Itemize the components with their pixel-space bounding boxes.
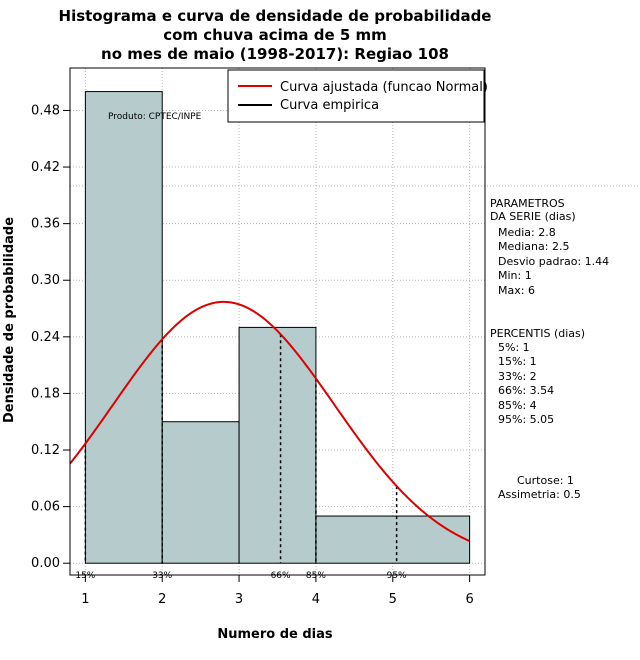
percentil-66: 66%: 3.54 bbox=[498, 384, 554, 397]
histogram-bars bbox=[84, 91, 471, 564]
histogram-bar-1 bbox=[84, 91, 163, 564]
parametro-min: Min: 1 bbox=[498, 269, 532, 282]
percentil-33: 33%: 2 bbox=[498, 370, 537, 383]
legend-label-fit: Curva ajustada (funcao Normal) bbox=[280, 80, 488, 95]
x-tick-label-3: 3 bbox=[235, 592, 243, 607]
histogram-bar-4 bbox=[315, 515, 471, 564]
y-tick-label-2: 0.12 bbox=[31, 443, 60, 458]
y-axis-label: Densidade de probabilidade bbox=[2, 217, 17, 423]
normal-fit-curve bbox=[69, 300, 471, 543]
x-tick-label-1: 1 bbox=[81, 592, 89, 607]
parametros-title-2: DA SERIE (dias) bbox=[490, 210, 576, 223]
y-tick-label-7: 0.42 bbox=[31, 160, 60, 175]
x-tick-label-5: 5 bbox=[389, 592, 397, 607]
chart-title-line-2: com chuva acima de 5 mm bbox=[163, 26, 387, 44]
percentis-panel: PERCENTIS (dias) 5%: 1 15%: 1 33%: 2 66%… bbox=[490, 327, 585, 426]
percentil-85: 85%: 4 bbox=[498, 399, 537, 412]
x-tick-label-2: 2 bbox=[158, 592, 166, 607]
plot-frame bbox=[69, 67, 486, 576]
legend: Curva ajustada (funcao Normal) Curva emp… bbox=[227, 69, 488, 123]
x-tick-label-6: 6 bbox=[465, 592, 473, 607]
parametros-panel: PARAMETROS DA SERIE (dias) Media: 2.8 Me… bbox=[490, 197, 609, 297]
percentil-5: 5%: 1 bbox=[498, 341, 530, 354]
parametro-mediana: Mediana: 2.5 bbox=[498, 240, 569, 253]
normal-curve-layer bbox=[69, 300, 471, 543]
parametro-max: Max: 6 bbox=[498, 284, 535, 297]
percentis-title: PERCENTIS (dias) bbox=[490, 327, 585, 340]
percentil-95: 95%: 5.05 bbox=[498, 413, 554, 426]
histogram-bar-3 bbox=[238, 326, 317, 564]
y-tick-label-6: 0.36 bbox=[31, 217, 60, 232]
y-tick-label-8: 0.48 bbox=[31, 103, 60, 118]
y-tick-label-5: 0.30 bbox=[31, 273, 60, 288]
percentile-label-95: 95% bbox=[387, 571, 407, 581]
parametros-title-1: PARAMETROS bbox=[490, 197, 565, 210]
percentile-label-66: 66% bbox=[271, 571, 291, 581]
chart-title-line-3: no mes de maio (1998-2017): Regiao 108 bbox=[101, 45, 449, 63]
y-tick-label-4: 0.24 bbox=[31, 330, 60, 345]
y-tick-label-0: 0.00 bbox=[31, 556, 60, 571]
parametro-media: Media: 2.8 bbox=[498, 226, 556, 239]
histogram-bar-2 bbox=[161, 421, 240, 564]
chart-title-line-1: Histograma e curva de densidade de proba… bbox=[59, 7, 492, 25]
y-tick-label-3: 0.18 bbox=[31, 386, 60, 401]
y-tick-label-1: 0.06 bbox=[31, 500, 60, 515]
x-axis-label: Numero de dias bbox=[217, 627, 333, 642]
legend-box bbox=[227, 69, 485, 123]
parametro-desvio: Desvio padrao: 1.44 bbox=[498, 255, 609, 268]
x-tick-label-4: 4 bbox=[312, 592, 320, 607]
credit-text: Produto: CPTEC/INPE bbox=[108, 112, 202, 122]
assimetria-text: Assimetria: 0.5 bbox=[498, 488, 581, 501]
legend-label-empirical: Curva empirica bbox=[280, 98, 379, 113]
curtose-text: Curtose: 1 bbox=[517, 474, 574, 487]
axes: 1 2 3 4 5 6 0.00 0.06 0.12 0.18 0.24 0.30 0.36 0.42 0.… bbox=[31, 67, 486, 607]
percentil-15: 15%: 1 bbox=[498, 355, 537, 368]
